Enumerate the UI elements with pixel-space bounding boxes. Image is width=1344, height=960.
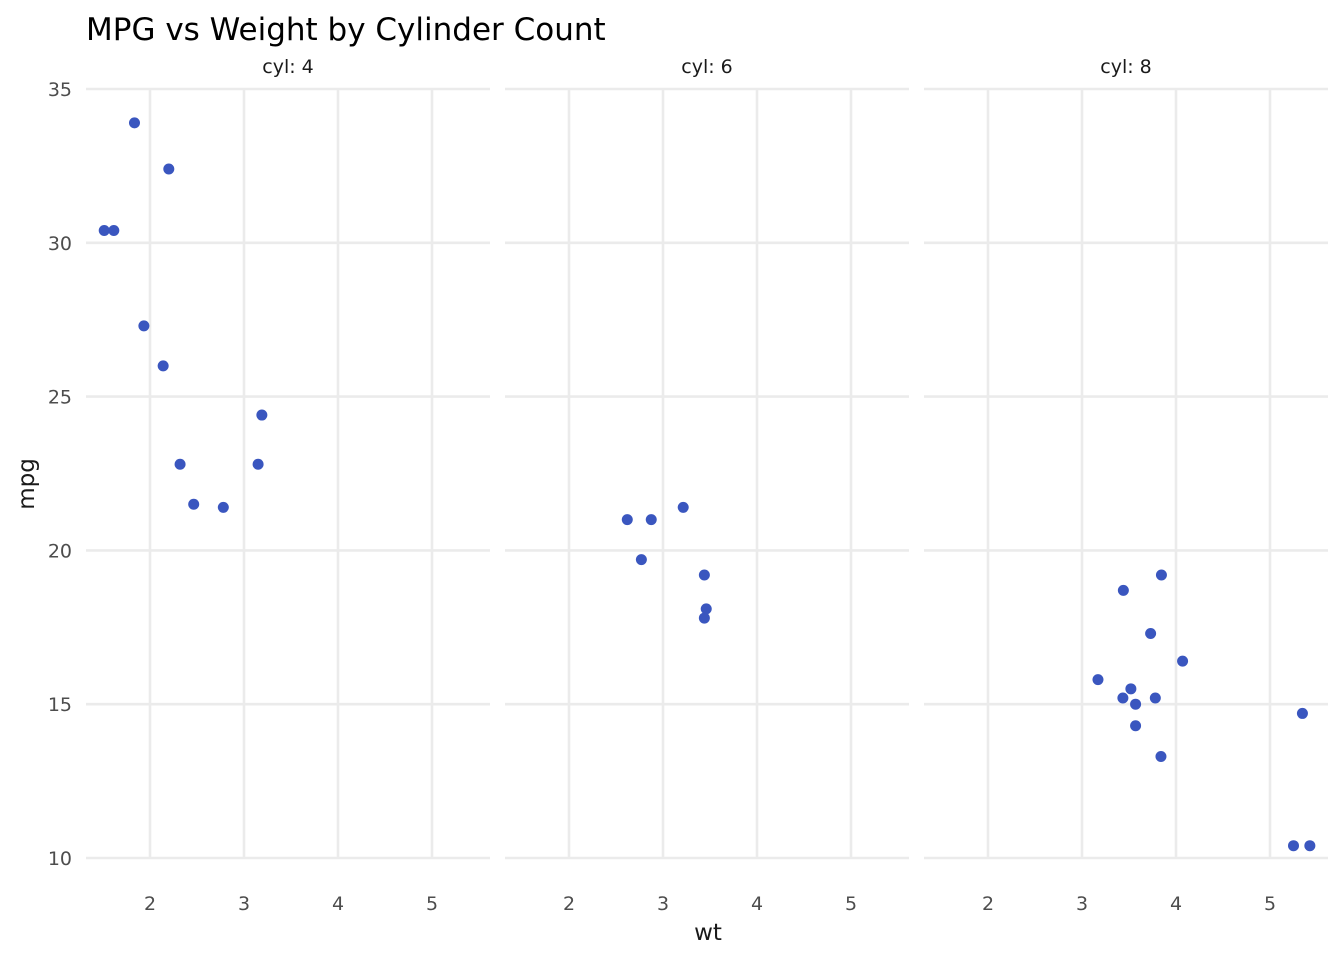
data-point: [698, 612, 710, 624]
data-point: [677, 501, 689, 513]
y-tick-label: 30: [48, 233, 72, 255]
data-point: [1117, 692, 1129, 704]
data-point: [1149, 692, 1161, 704]
chart-title: MPG vs Weight by Cylinder Count: [86, 12, 606, 48]
x-tick-label: 3: [657, 893, 669, 915]
data-point: [1130, 720, 1142, 732]
y-tick-label: 10: [48, 848, 72, 870]
x-tick-label: 4: [1170, 893, 1182, 915]
data-point: [635, 554, 647, 566]
x-tick-label: 5: [845, 893, 857, 915]
data-point: [700, 603, 712, 615]
y-axis: 10 15 20 25 30 35: [48, 79, 72, 870]
x-tick-label: 3: [1076, 893, 1088, 915]
data-point: [98, 224, 110, 236]
data-point: [252, 458, 264, 470]
data-point: [138, 320, 150, 332]
x-tick-label: 5: [426, 893, 438, 915]
data-point: [163, 163, 175, 175]
data-point: [128, 117, 140, 129]
x-tick-label: 4: [332, 893, 344, 915]
data-point: [1288, 840, 1299, 852]
data-point: [1304, 840, 1316, 852]
x-tick-label: 2: [982, 893, 994, 915]
data-point: [1130, 698, 1142, 710]
data-point: [256, 409, 268, 421]
data-point: [157, 360, 169, 372]
y-tick-label: 15: [48, 694, 72, 716]
x-tick-label: 2: [144, 893, 156, 915]
data-point: [1125, 683, 1137, 695]
data-point: [174, 458, 186, 470]
data-point: [1145, 627, 1157, 639]
x-tick-label: 4: [751, 893, 763, 915]
y-axis-title: mpg: [14, 458, 40, 510]
facet-panel: cyl: 4 2 3 4 5: [86, 56, 490, 915]
data-point: [1155, 750, 1167, 762]
data-point: [1092, 674, 1104, 686]
data-point: [188, 498, 200, 510]
x-tick-label: 5: [1264, 893, 1276, 915]
data-point: [217, 501, 229, 513]
data-point: [108, 224, 120, 236]
data-point: [1155, 569, 1167, 581]
facet-strip-label: cyl: 4: [262, 56, 314, 78]
facet-panel: cyl: 6 2 3 4 5: [505, 56, 909, 915]
facet-panels: cyl: 4 2 3 4 5 cyl: 6 2 3 4 5 cyl: 8 2 3 4 5: [86, 56, 1328, 915]
y-tick-label: 25: [48, 387, 72, 409]
data-point: [621, 514, 633, 526]
y-tick-label: 20: [48, 540, 72, 562]
data-point: [1117, 584, 1129, 596]
x-axis-title: wt: [694, 920, 722, 946]
data-point: [1296, 707, 1308, 719]
facet-panel: cyl: 8 2 3 4 5: [924, 56, 1328, 915]
x-tick-label: 3: [238, 893, 250, 915]
facet-strip-label: cyl: 8: [1100, 56, 1152, 78]
y-tick-label: 35: [48, 79, 72, 101]
data-point: [698, 569, 710, 581]
data-point: [645, 514, 657, 526]
data-point: [1177, 655, 1189, 667]
facet-strip-label: cyl: 6: [681, 56, 733, 78]
x-tick-label: 2: [563, 893, 575, 915]
